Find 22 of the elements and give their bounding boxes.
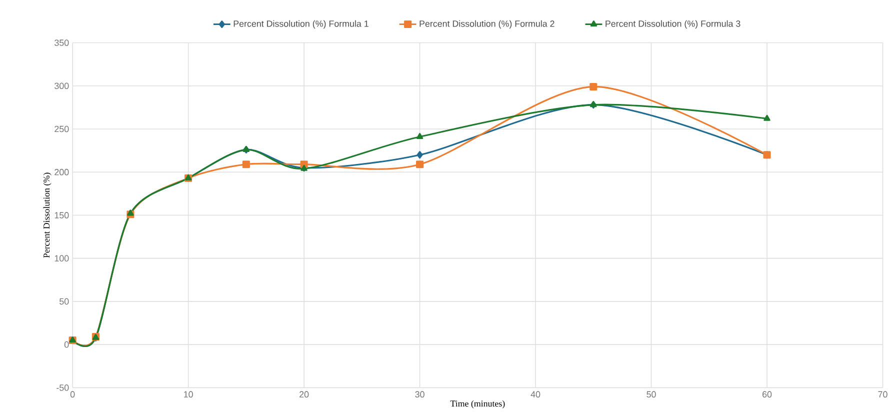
legend-label: Percent Dissolution (%) Formula 1 — [234, 20, 368, 29]
y-tick-label: 350 — [54, 40, 69, 46]
y-tick-label: 200 — [54, 169, 69, 176]
x-tick-label: 10 — [184, 391, 193, 398]
y-tick-label: 250 — [54, 126, 69, 132]
x-tick-label: 70 — [878, 391, 888, 398]
y-axis-title: Percent Dissolution (%) — [43, 172, 52, 258]
y-tick-label: 100 — [54, 255, 69, 262]
y-tick-label: 150 — [54, 212, 69, 219]
x-tick-label: 40 — [530, 391, 540, 398]
legend-label: Percent Dissolution (%) Formula 2 — [420, 20, 554, 29]
x-tick-label: 50 — [646, 391, 656, 398]
x-tick-label: 30 — [415, 391, 424, 398]
x-tick-label: 0 — [70, 391, 75, 398]
y-tick-label: 50 — [60, 298, 69, 305]
y-tick-label: 300 — [54, 82, 69, 90]
x-tick-label: 20 — [300, 391, 309, 398]
x-axis-title: Time (minutes) — [450, 400, 505, 409]
legend-label: Percent Dissolution (%) Formula 3 — [606, 20, 740, 29]
x-tick-label: 60 — [762, 391, 772, 398]
y-tick-label: 0 — [64, 342, 69, 348]
y-tick-label: -50 — [56, 384, 69, 391]
